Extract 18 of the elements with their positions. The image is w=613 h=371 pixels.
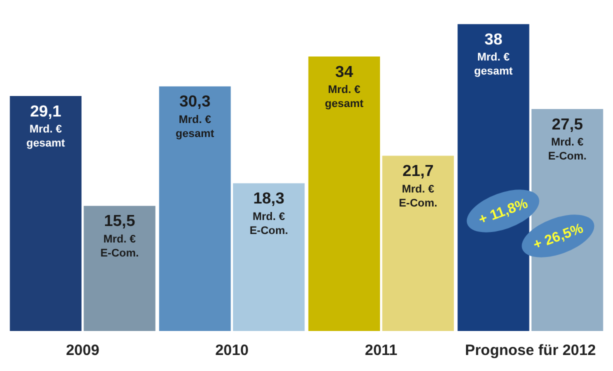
data-label: 21,7 Mrd. € E-Com.: [398, 163, 438, 210]
data-label: 38 Mrd. € gesamt: [474, 32, 514, 78]
x-tick-label: 2011: [364, 342, 398, 360]
bar: [10, 96, 82, 331]
x-tick-label: 2009: [66, 342, 100, 360]
data-label: 15,5 Mrd. € E-Com.: [100, 213, 139, 260]
bar: [232, 183, 305, 331]
data-label: 34 Mrd. € gesamt: [324, 64, 364, 110]
bar: [308, 56, 380, 331]
data-label: 30,3 Mrd. € gesamt: [176, 94, 215, 140]
data-label: 27,5 Mrd. € E-Com.: [548, 116, 587, 162]
x-tick-label: 2010: [215, 342, 249, 360]
bar: [84, 206, 156, 331]
bar: [382, 156, 454, 331]
x-tick-label: Prognose für 2012: [464, 342, 596, 360]
bar: [159, 86, 231, 331]
data-label: 18,3 Mrd. € E-Com.: [250, 190, 288, 237]
data-label: 29,1 Mrd. € gesamt: [26, 103, 66, 150]
